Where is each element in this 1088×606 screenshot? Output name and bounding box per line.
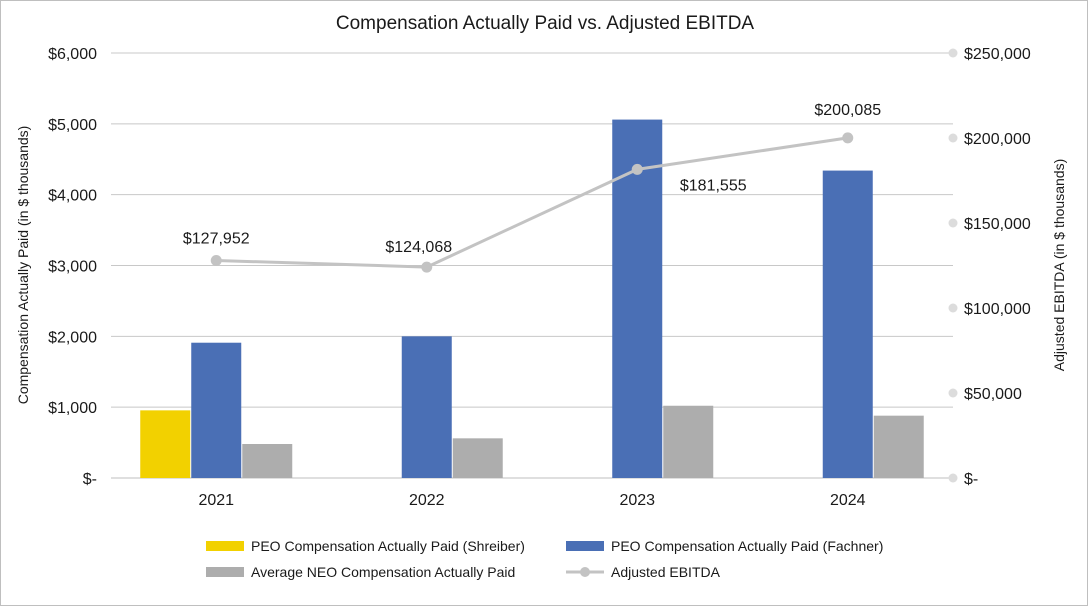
- y2-tick-label: $100,000: [964, 301, 1031, 318]
- ebitda-point: [421, 261, 433, 273]
- right-axis: $- $50,000 $100,000 $150,000 $200,000 $250,00…: [948, 46, 1031, 488]
- legend-item-ebitda: Adjusted EBITDA: [566, 564, 721, 580]
- left-axis-label: Compensation Actually Paid (in $ thousan…: [15, 126, 31, 405]
- x-tick-label: 2023: [619, 492, 655, 509]
- legend-label: PEO Compensation Actually Paid (Fachner): [611, 538, 883, 554]
- legend-item-neo-average: Average NEO Compensation Actually Paid: [206, 564, 515, 580]
- y-tick-label: $3,000: [48, 259, 97, 276]
- x-tick-label: 2024: [830, 492, 866, 509]
- x-axis: 2021 2022 2023 2024: [198, 492, 865, 509]
- y2-tick-label: $50,000: [964, 386, 1022, 403]
- legend-label: Adjusted EBITDA: [611, 564, 721, 580]
- bar-neo-average: [873, 415, 924, 478]
- ebitda-data-label: $127,952: [183, 230, 250, 247]
- right-tick-marker: [948, 388, 958, 398]
- bar-shreiber: [140, 410, 191, 478]
- right-tick-marker: [948, 473, 958, 483]
- y-tick-label: $4,000: [48, 188, 97, 205]
- ebitda-point: [631, 163, 643, 175]
- left-axis: $- $1,000 $2,000 $3,000 $4,000 $5,000 $6,000: [48, 46, 97, 488]
- ebitda-data-label: $124,068: [385, 239, 452, 256]
- right-tick-marker: [948, 303, 958, 313]
- ebitda-point: [210, 254, 222, 266]
- legend-item-shreiber: PEO Compensation Actually Paid (Shreiber…: [206, 538, 525, 554]
- y-tick-label: $1,000: [48, 400, 97, 417]
- bar-fachner: [612, 119, 663, 478]
- bar-neo-average: [242, 444, 293, 478]
- y-tick-label: $5,000: [48, 117, 97, 134]
- legend-label: Average NEO Compensation Actually Paid: [251, 564, 515, 580]
- y-tick-label: $6,000: [48, 46, 97, 63]
- ebitda-data-label: $181,555: [680, 177, 747, 194]
- ebitda-data-label: $200,085: [814, 102, 881, 119]
- bar-neo-average: [452, 438, 503, 478]
- ebitda-point: [842, 132, 854, 144]
- legend-swatch: [206, 541, 244, 551]
- x-tick-label: 2021: [198, 492, 234, 509]
- legend-swatch: [206, 567, 244, 577]
- legend-swatch: [566, 541, 604, 551]
- ebitda-line-path: [216, 136, 848, 269]
- right-tick-marker: [948, 218, 958, 228]
- right-axis-label: Adjusted EBITDA (in $ thousands): [1051, 159, 1067, 371]
- bar-group: [140, 119, 924, 479]
- y2-tick-label: $150,000: [964, 216, 1031, 233]
- bar-fachner: [401, 336, 452, 478]
- right-tick-marker: [948, 48, 958, 58]
- x-tick-label: 2022: [409, 492, 445, 509]
- y-tick-label: $2,000: [48, 329, 97, 346]
- legend-label: PEO Compensation Actually Paid (Shreiber…: [251, 538, 525, 554]
- y-tick-label: $-: [83, 471, 97, 488]
- bar-neo-average: [663, 405, 714, 478]
- chart-title: Compensation Actually Paid vs. Adjusted …: [336, 13, 755, 34]
- legend-swatch-marker: [580, 567, 590, 577]
- legend: PEO Compensation Actually Paid (Shreiber…: [206, 538, 883, 580]
- bar-fachner: [191, 342, 242, 478]
- y2-tick-label: $200,000: [964, 131, 1031, 148]
- ebitda-line: $127,952 $124,068 $181,555 $200,085: [183, 102, 881, 273]
- y2-tick-label: $-: [964, 471, 978, 488]
- y2-tick-label: $250,000: [964, 46, 1031, 63]
- legend-item-fachner: PEO Compensation Actually Paid (Fachner): [566, 538, 883, 554]
- bar-fachner: [822, 170, 873, 479]
- right-tick-marker: [948, 133, 958, 143]
